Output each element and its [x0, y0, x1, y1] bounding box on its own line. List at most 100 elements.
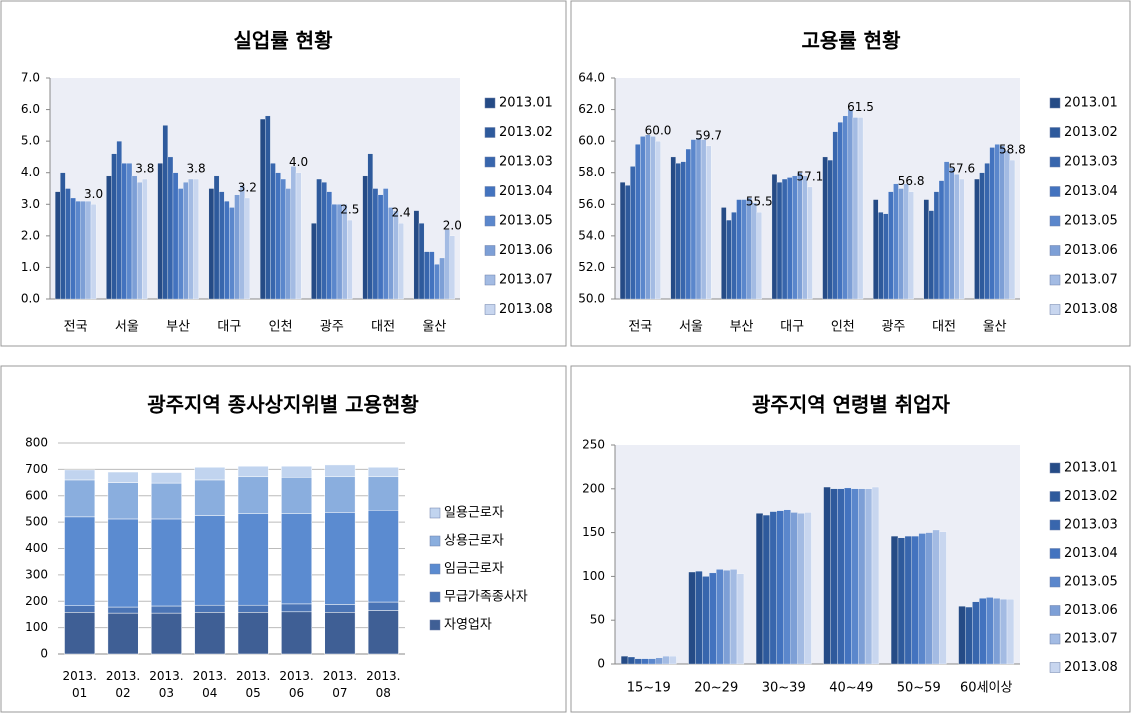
- bar: [830, 488, 838, 665]
- x-tick-label: 서울: [115, 320, 139, 335]
- bar: [893, 183, 899, 300]
- bar-segment: [237, 612, 269, 655]
- y-tick-label: 50.0: [578, 292, 605, 306]
- bar-segment: [367, 467, 399, 478]
- bar: [797, 172, 803, 300]
- legend-swatch: [484, 127, 496, 138]
- x-tick-label: 2013. 07: [322, 669, 358, 700]
- bar: [925, 532, 933, 665]
- bar: [449, 235, 456, 300]
- legend-swatch: [1049, 576, 1061, 588]
- bar: [827, 159, 833, 300]
- bar: [1004, 150, 1011, 300]
- bar: [790, 512, 798, 665]
- data-label: 3.8: [135, 162, 154, 176]
- data-label: 3.2: [238, 180, 257, 194]
- bar: [965, 606, 973, 665]
- legend-label: 2013.08: [1064, 302, 1118, 317]
- legend-label: 2013.04: [1064, 184, 1118, 199]
- chart-title: 광주지역 종사상지위별 고용현황: [147, 393, 419, 417]
- bar-segment: [281, 465, 312, 478]
- bar: [756, 212, 762, 300]
- bar-segment: [64, 516, 96, 606]
- legend-label: 2013.07: [1064, 632, 1118, 647]
- bar: [736, 199, 742, 300]
- legend-label: 2013.01: [499, 96, 553, 111]
- bar: [620, 655, 629, 665]
- x-tick-label: 2013. 03: [149, 669, 184, 700]
- bar-segment: [194, 612, 226, 655]
- bar: [377, 194, 384, 300]
- bar: [680, 161, 687, 300]
- bar-segment: [151, 518, 182, 607]
- y-tick-label: 1.0: [21, 260, 40, 274]
- bar: [938, 180, 945, 300]
- bar: [736, 573, 745, 665]
- bar: [641, 658, 649, 665]
- legend-label: 2013.03: [1064, 518, 1118, 533]
- bar: [80, 200, 87, 300]
- legend-label: 2013.02: [499, 125, 553, 140]
- legend-label: 2013.05: [1064, 214, 1118, 229]
- x-tick-label: 광주: [881, 320, 905, 335]
- bar: [871, 486, 880, 665]
- bar-segment: [64, 469, 96, 481]
- bar-segment: [107, 471, 139, 483]
- data-label: 2.5: [340, 203, 359, 217]
- bar: [851, 488, 859, 665]
- x-tick-label: 2013. 08: [366, 669, 401, 700]
- bar: [229, 207, 235, 300]
- x-tick-label-box: 2013. 08: [366, 669, 401, 700]
- y-tick-label: 2.0: [21, 228, 40, 242]
- bar: [771, 174, 778, 300]
- bar-segment: [107, 482, 139, 520]
- bar: [106, 175, 112, 300]
- data-label: 59.7: [695, 128, 722, 142]
- x-tick-label: 대전: [932, 320, 956, 335]
- legend-label: 2013.05: [499, 214, 553, 229]
- bar: [347, 219, 353, 300]
- x-tick-label: 30~39: [762, 681, 806, 696]
- bar: [218, 191, 225, 300]
- bar-segment: [107, 612, 139, 655]
- y-tick-label: 5.0: [21, 134, 40, 148]
- bar: [224, 200, 230, 300]
- x-tick-label: 20~29: [694, 681, 738, 696]
- y-tick-label: 800: [25, 436, 48, 450]
- bar: [111, 153, 117, 300]
- bar: [847, 109, 854, 300]
- legend-label: 임금근로자: [444, 562, 504, 577]
- bar: [183, 182, 189, 300]
- y-tick-label: 100: [582, 569, 605, 583]
- bar: [762, 514, 771, 665]
- y-tick-label: 7.0: [21, 71, 40, 85]
- x-tick-label: 대구: [780, 320, 804, 335]
- x-tick-label: 50~59: [897, 681, 941, 696]
- bar-segment: [64, 612, 96, 655]
- bar: [769, 511, 777, 665]
- bar: [270, 163, 276, 300]
- legend-swatch: [429, 535, 441, 547]
- bar: [116, 140, 122, 300]
- bar: [858, 488, 866, 665]
- data-label: 2.0: [443, 218, 462, 232]
- bar: [126, 163, 133, 300]
- legend-label: 2013.03: [1064, 155, 1118, 170]
- data-label: 60.0: [645, 124, 672, 138]
- bar: [979, 598, 987, 665]
- bar: [822, 156, 828, 300]
- bar: [413, 210, 420, 300]
- bar: [326, 191, 333, 300]
- bar: [188, 178, 194, 300]
- bar: [928, 210, 935, 300]
- y-tick-label: 300: [25, 567, 48, 581]
- bar-segment: [367, 610, 399, 655]
- bar: [75, 200, 81, 300]
- bar: [234, 194, 240, 300]
- bar: [755, 513, 764, 665]
- legend-swatch: [429, 563, 441, 575]
- bar: [648, 658, 656, 665]
- bar: [655, 140, 661, 300]
- bar-segment: [237, 476, 269, 514]
- bar-segment: [194, 467, 226, 481]
